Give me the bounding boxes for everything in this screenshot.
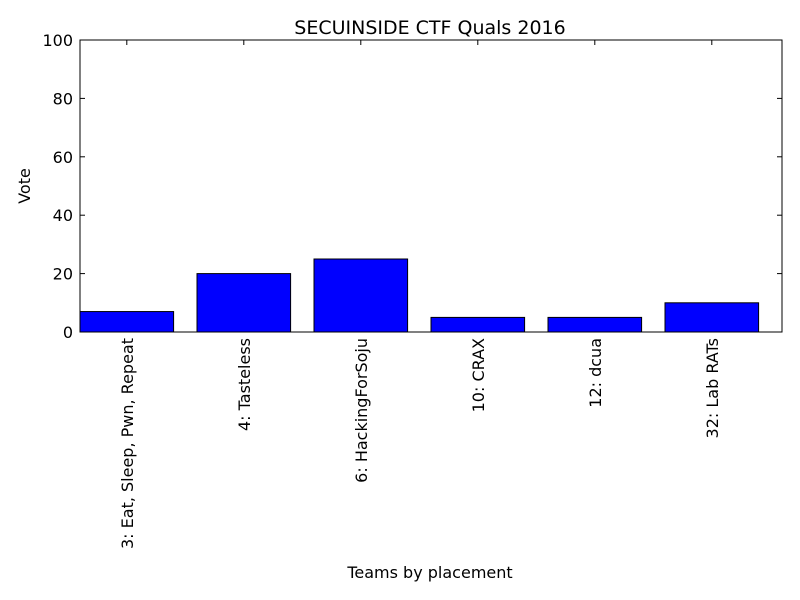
x-tick-label-1: 4: Tasteless — [235, 338, 254, 431]
bar-3 — [430, 316, 526, 333]
x-axis-label: Teams by placement — [346, 563, 512, 582]
y-tick-label-5: 100 — [42, 31, 73, 50]
bars-group — [79, 258, 760, 333]
y-tick-label-1: 20 — [53, 265, 73, 284]
x-tick-label-3: 10: CRAX — [469, 338, 488, 412]
bar-4 — [547, 316, 643, 333]
x-axis: 3: Eat, Sleep, Pwn, Repeat 4: Tasteless 6:… — [118, 40, 722, 549]
x-tick-label-0: 3: Eat, Sleep, Pwn, Repeat — [118, 338, 137, 549]
y-tick-label-0: 0 — [63, 323, 73, 342]
x-tick-label-4: 12: dcua — [586, 338, 605, 408]
x-tick-label-5: 32: Lab RATs — [703, 338, 722, 438]
bar-5 — [664, 302, 760, 333]
bar-2 — [313, 258, 409, 333]
bar-0 — [79, 311, 175, 333]
y-axis-label: Vote — [15, 168, 34, 204]
x-tick-label-2: 6: HackingForSoju — [352, 338, 371, 483]
y-tick-label-3: 60 — [53, 148, 73, 167]
bar-1 — [196, 273, 292, 333]
chart-title: SECUINSIDE CTF Quals 2016 — [294, 17, 565, 39]
plot-frame — [79, 39, 783, 333]
y-tick-label-4: 80 — [53, 89, 73, 108]
y-axis: 0 20 40 60 80 100 — [42, 31, 782, 342]
y-tick-label-2: 40 — [53, 206, 73, 225]
